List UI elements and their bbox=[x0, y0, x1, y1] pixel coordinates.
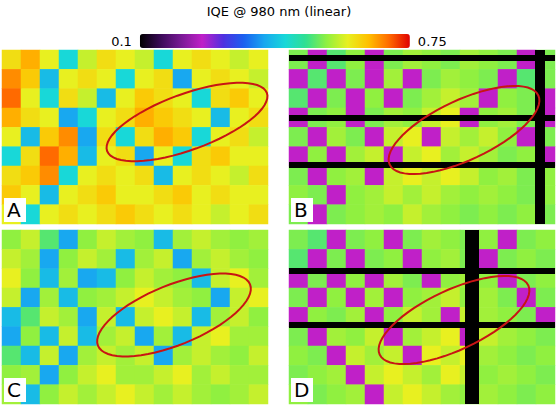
svg-text:IQE @ 980 nm (linear): IQE @ 980 nm (linear) bbox=[207, 4, 351, 19]
svg-text:0.1: 0.1 bbox=[111, 34, 132, 49]
svg-text:C: C bbox=[7, 378, 21, 402]
svg-text:B: B bbox=[294, 198, 308, 222]
svg-text:A: A bbox=[7, 198, 21, 222]
svg-text:D: D bbox=[294, 378, 309, 402]
svg-text:0.75: 0.75 bbox=[418, 34, 447, 49]
